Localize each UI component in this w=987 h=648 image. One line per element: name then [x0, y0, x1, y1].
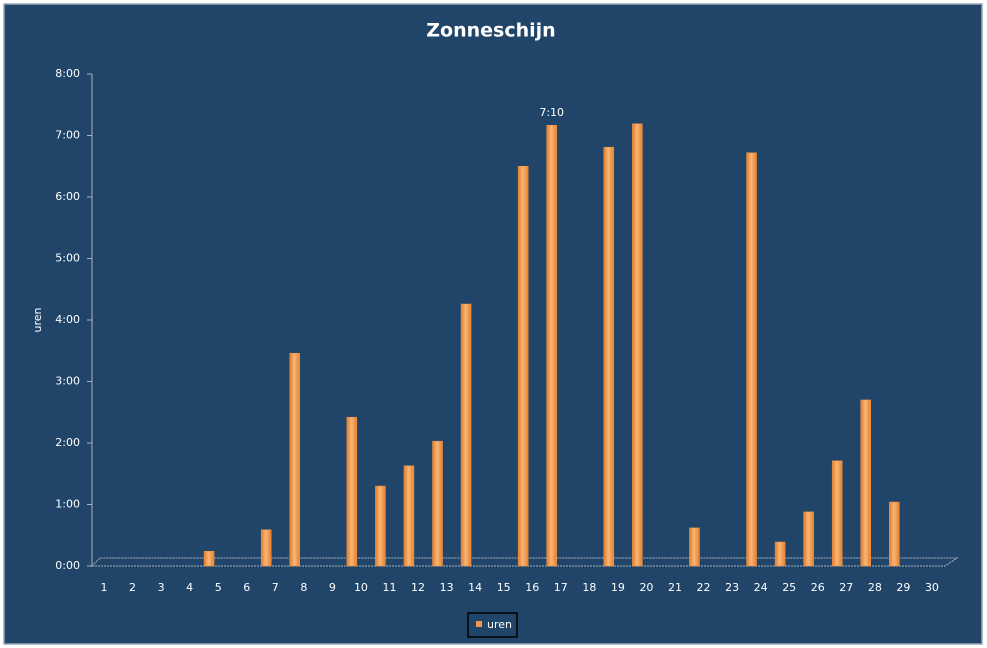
x-tick-label: 27 [839, 581, 853, 594]
y-tick-label: 5:00 [55, 252, 80, 265]
x-tick-label: 6 [243, 581, 250, 594]
bar [460, 303, 472, 567]
x-tick-label: 25 [782, 581, 796, 594]
legend-swatch [476, 621, 482, 627]
bar [346, 416, 358, 567]
bar [889, 501, 900, 567]
x-tick-label: 21 [668, 581, 682, 594]
bar [603, 146, 615, 567]
x-tick-label: 13 [440, 581, 454, 594]
x-tick-label: 9 [329, 581, 336, 594]
x-tick-label: 10 [354, 581, 368, 594]
data-label: 7:10 [539, 106, 564, 119]
x-tick-label: 15 [497, 581, 511, 594]
x-tick-label: 16 [525, 581, 539, 594]
bar [774, 541, 786, 567]
bar [632, 123, 643, 567]
x-tick-label: 20 [639, 581, 653, 594]
y-tick-label: 2:00 [55, 436, 80, 449]
x-tick-label: 3 [158, 581, 165, 594]
x-tick-label: 28 [868, 581, 882, 594]
y-tick-label: 6:00 [55, 190, 80, 203]
x-tick-label: 4 [186, 581, 193, 594]
x-tick-label: 18 [582, 581, 596, 594]
chart-title: Zonneschijn [426, 20, 555, 42]
bar [289, 352, 300, 567]
y-tick-label: 1:00 [55, 498, 80, 511]
x-tick-label: 30 [925, 581, 939, 594]
x-tick-label: 1 [101, 581, 108, 594]
y-tick-label: 0:00 [55, 559, 80, 572]
x-tick-label: 2 [129, 581, 136, 594]
bar [860, 399, 871, 567]
x-tick-label: 19 [611, 581, 625, 594]
x-tick-label: 8 [300, 581, 307, 594]
x-tick-label: 7 [272, 581, 279, 594]
bar [803, 511, 814, 567]
y-tick-label: 4:00 [55, 313, 80, 326]
legend-label: uren [487, 618, 512, 631]
bar [375, 485, 386, 567]
bar [403, 465, 415, 567]
x-tick-label: 14 [468, 581, 482, 594]
bar [260, 529, 272, 567]
x-tick-label: 17 [554, 581, 568, 594]
x-tick-label: 24 [754, 581, 768, 594]
x-tick-label: 12 [411, 581, 425, 594]
y-tick-label: 3:00 [55, 375, 80, 388]
y-axis-label: uren [31, 307, 44, 332]
x-tick-label: 5 [215, 581, 222, 594]
bar [746, 152, 757, 567]
bar [831, 460, 843, 567]
chart-background [3, 3, 983, 645]
y-tick-label: 7:00 [55, 129, 80, 142]
x-axis-floor [91, 557, 959, 567]
x-tick-label: 22 [697, 581, 711, 594]
bar [517, 166, 529, 567]
bar [689, 527, 700, 567]
x-tick-label: 11 [383, 581, 397, 594]
x-tick-label: 23 [725, 581, 739, 594]
x-tick-label: 29 [896, 581, 910, 594]
bar [432, 440, 443, 567]
bar [546, 124, 557, 567]
x-tick-label: 26 [811, 581, 825, 594]
bar [203, 550, 215, 567]
y-tick-label: 8:00 [55, 67, 80, 80]
